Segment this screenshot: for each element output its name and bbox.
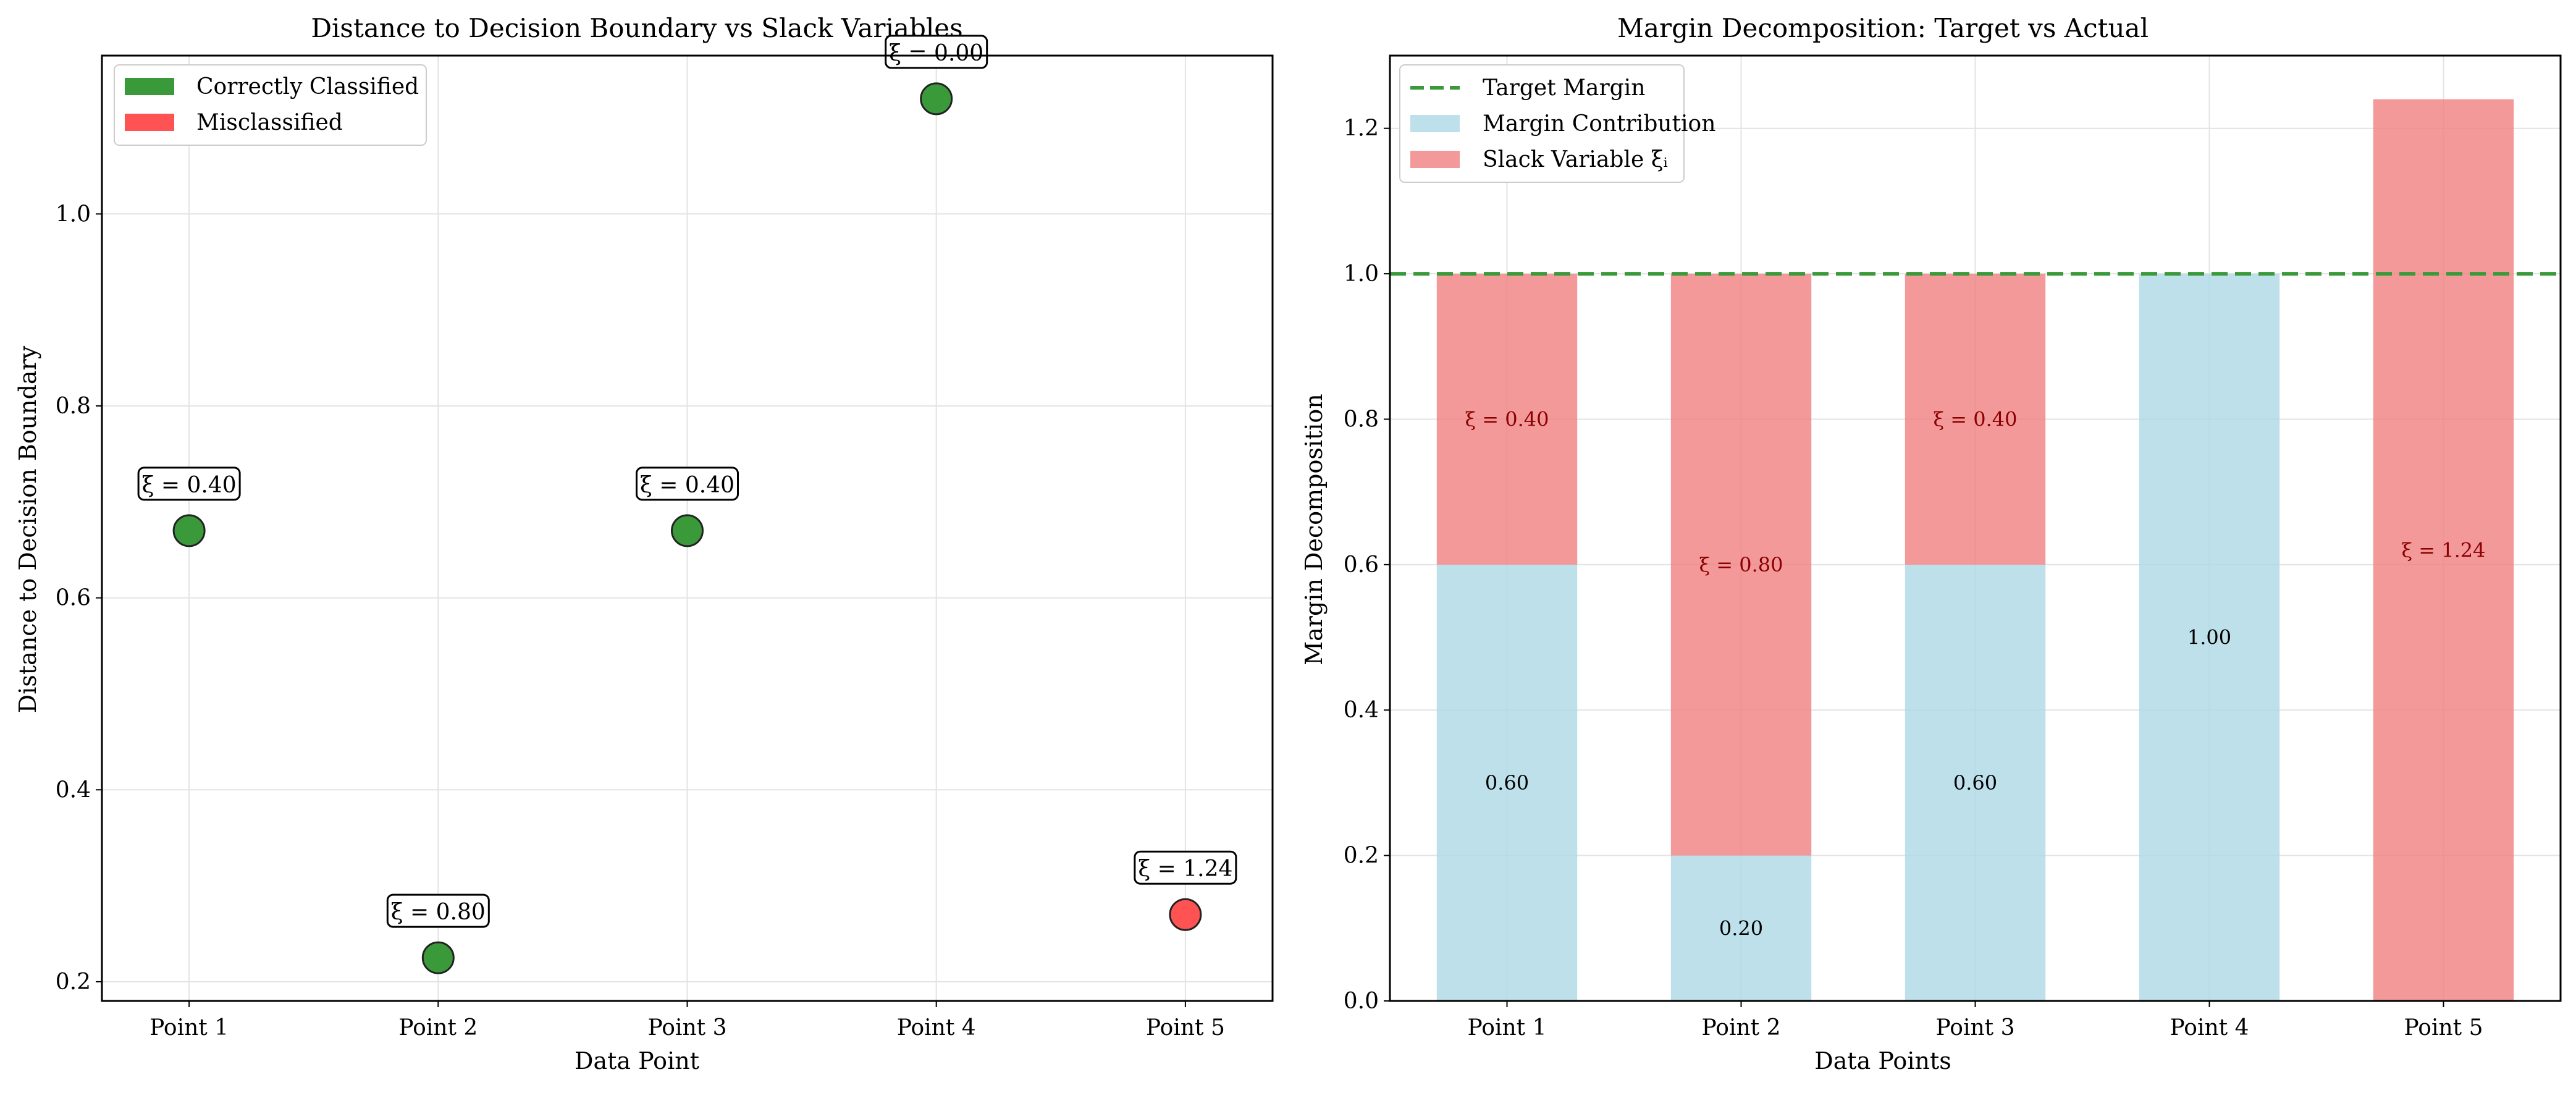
left-point-annotation: ξ = 0.40 [640,473,734,498]
slack-variable-label: ξ = 1.24 [2401,538,2485,562]
right-legend: Target Margin Margin Contribution Slack Va… [1399,64,1715,183]
right-x-tick-label: Point 2 [1702,1015,1781,1040]
left-chart-title: Distance to Decision Boundary vs Slack V… [311,13,962,43]
left-scatter-point [671,514,704,547]
left-y-tick-label: 1.0 [56,201,91,227]
left-annotation-box [137,466,241,501]
right-chart-title: Margin Decomposition: Target vs Actual [1617,13,2149,43]
left-point-annotation: ξ = 0.40 [142,473,237,498]
right-plot-frame [1389,54,2562,1002]
right-y-tick-label: 1.2 [1344,116,1379,141]
right-legend-box [1399,64,1685,183]
right-x-tick-label: Point 5 [2404,1015,2483,1040]
right-y-tick-label: 0.8 [1344,407,1379,432]
left-annotation-box [386,893,490,928]
right-legend-label: Target Margin [1483,75,1645,101]
slack-variable-bar [1670,274,1812,856]
margin-contribution-bar [1670,855,1812,1001]
slack-variable-bar [1436,274,1578,565]
margin-contribution-label: 0.20 [1719,916,1763,940]
right-x-tick-label: Point 1 [1468,1015,1547,1040]
left-point-annotation: ξ = 0.80 [391,900,486,925]
slack-variable-label: ξ = 0.80 [1699,553,1783,576]
left-legend-box [114,64,427,146]
margin-contribution-label: 1.00 [2187,626,2231,649]
margin-contribution-label: 0.60 [1485,771,1529,795]
left-scatter-point [421,941,455,974]
left-scatter-point [1169,898,1202,931]
right-y-tick-label: 0.2 [1344,843,1379,869]
right-y-tick-label: 1.0 [1344,261,1379,287]
left-plot-frame [101,54,1274,1002]
left-scatter-point [920,82,953,116]
slack-variable-bar [1905,274,2046,565]
left-legend: Correctly Classified Misclassified [114,64,427,146]
left-x-tick-label: Point 3 [648,1015,727,1040]
left-legend-label: Correctly Classified [196,74,419,99]
left-y-axis-label: Distance to Decision Boundary [14,345,41,713]
right-y-tick-label: 0.4 [1344,698,1379,723]
left-point-annotation: ξ = 1.24 [1138,856,1232,882]
left-x-tick-label: Point 5 [1146,1015,1225,1040]
left-y-tick-label: 0.8 [56,394,91,419]
left-legend-swatch [125,78,174,95]
slack-variable-label: ξ = 0.40 [1933,407,2017,431]
right-chart-panel: Margin Decomposition: Target vs Actual D… [1300,13,2562,1074]
left-annotation-box [636,466,739,501]
left-x-tick-label: Point 1 [149,1015,229,1040]
margin-contribution-bar [1905,564,2046,1001]
left-point-annotation: ξ = 0.00 [889,41,983,66]
left-y-tick-label: 0.4 [56,777,91,803]
right-x-axis-label: Data Points [1814,1047,1951,1074]
left-y-tick-label: 0.6 [56,586,91,611]
margin-contribution-bar [1436,564,1578,1001]
left-legend-label: Misclassified [196,110,343,135]
right-legend-label: Slack Variable ξᵢ [1483,147,1668,172]
right-x-tick-label: Point 4 [2170,1015,2249,1040]
left-x-tick-label: Point 2 [398,1015,478,1040]
left-x-tick-label: Point 4 [897,1015,976,1040]
margin-contribution-label: 0.60 [1953,771,1997,795]
left-chart-panel: Distance to Decision Boundary vs Slack V… [14,13,1274,1074]
right-legend-swatch [1410,115,1460,132]
right-x-tick-label: Point 3 [1936,1015,2015,1040]
left-annotation-box [885,35,988,69]
left-scatter-point [172,514,206,547]
left-annotation-box [1134,850,1237,885]
left-y-tick-label: 0.2 [56,969,91,995]
right-legend-swatch [1410,151,1460,168]
right-y-tick-label: 0.0 [1344,989,1379,1014]
right-y-axis-label: Margin Decomposition [1300,394,1328,665]
margin-contribution-bar [2139,274,2280,1002]
slack-variable-bar [2373,99,2514,1002]
slack-variable-label: ξ = 0.40 [1465,407,1549,431]
left-x-axis-label: Data Point [575,1047,699,1074]
left-legend-swatch [125,114,174,131]
right-legend-label: Margin Contribution [1483,111,1715,137]
right-y-tick-label: 0.6 [1344,552,1379,578]
